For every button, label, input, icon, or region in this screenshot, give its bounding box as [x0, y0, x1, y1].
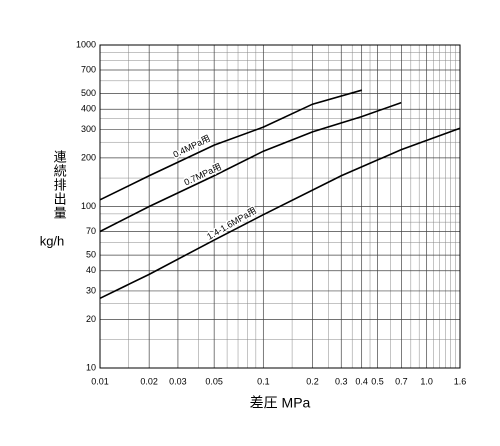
x-axis-label: 差圧 MPa [250, 395, 311, 411]
x-tick-label: 0.03 [169, 376, 187, 386]
x-tick-label: 0.3 [335, 376, 348, 386]
x-tick-label: 0.4 [355, 376, 368, 386]
x-tick-label: 0.01 [91, 376, 109, 386]
x-tick-label: 0.5 [371, 376, 384, 386]
y-tick-label: 400 [81, 104, 96, 114]
y-tick-label: 50 [86, 249, 96, 259]
series-line [99, 101, 402, 233]
y-tick-label: 200 [81, 152, 96, 162]
y-tick-label: 40 [86, 265, 96, 275]
x-tick-label: 0.05 [205, 376, 223, 386]
y-tick-label: 300 [81, 124, 96, 134]
y-tick-label: 100 [81, 201, 96, 211]
x-tick-label: 0.1 [257, 376, 270, 386]
y-tick-label: 20 [86, 314, 96, 324]
x-tick-label: 0.02 [140, 376, 158, 386]
y-axis-unit: kg/h [40, 233, 65, 248]
x-tick-label: 1.6 [454, 376, 467, 386]
y-axis-label: 連続排出量 [52, 150, 67, 220]
y-tick-label: 70 [86, 226, 96, 236]
x-tick-label: 1.0 [420, 376, 433, 386]
y-tick-label: 700 [81, 64, 96, 74]
x-tick-label: 0.7 [395, 376, 408, 386]
y-tick-label: 1000 [76, 39, 96, 49]
y-tick-label: 500 [81, 88, 96, 98]
series-line [99, 89, 362, 201]
y-tick-label: 10 [86, 362, 96, 372]
x-tick-label: 0.2 [306, 376, 319, 386]
y-tick-label: 30 [86, 285, 96, 295]
plot-frame [99, 44, 461, 369]
series-line [99, 127, 461, 300]
curve-label: 1.4-1.6MPa用 [205, 205, 258, 241]
